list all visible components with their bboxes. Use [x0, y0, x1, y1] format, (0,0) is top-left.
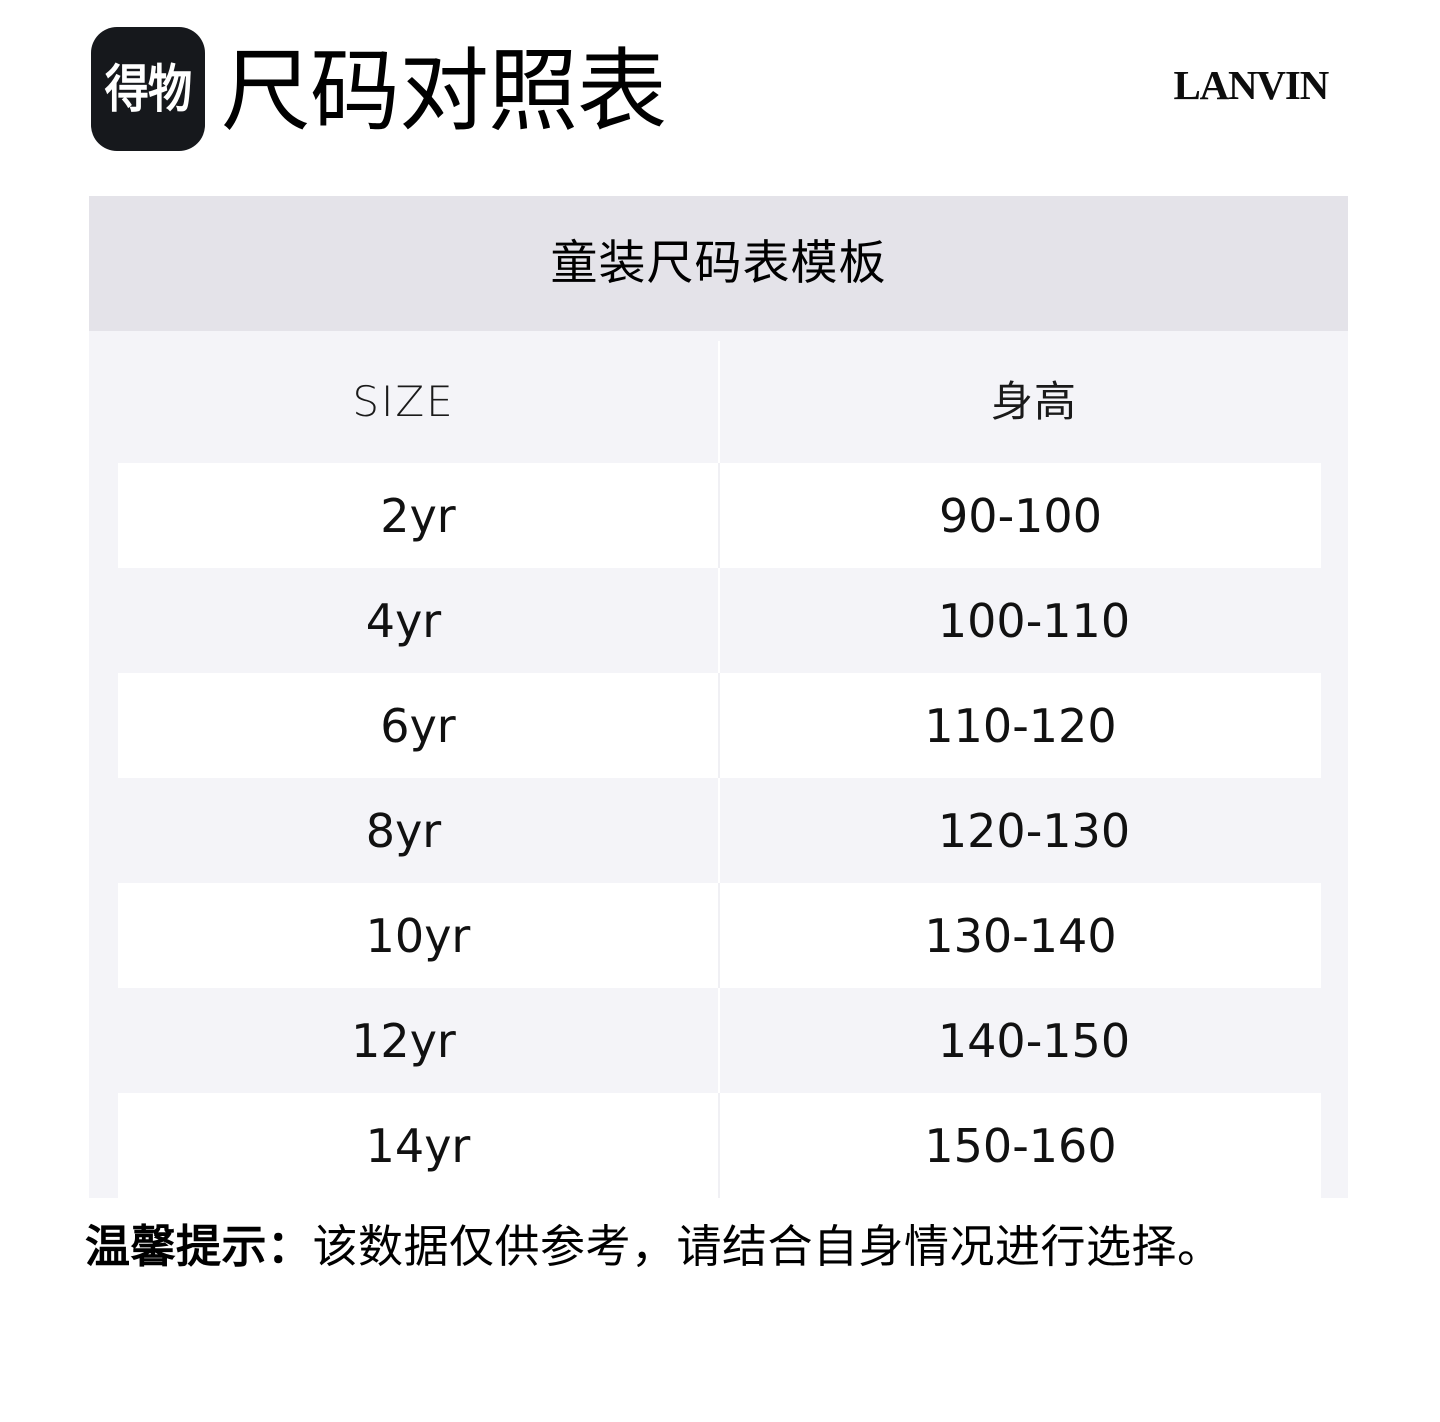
table-title-band: 童装尺码表模板: [89, 196, 1348, 331]
cell-height-text: 100-110: [937, 593, 1131, 648]
cell-size: 10yr: [118, 883, 718, 988]
page-title: 尺码对照表: [221, 39, 667, 144]
cell-size: 14yr: [118, 1093, 718, 1198]
page-header: 得物 尺码对照表 LANVIN: [0, 0, 1440, 188]
table-row: 2yr 90-100: [118, 463, 1321, 568]
cell-size: 12yr: [89, 988, 718, 1093]
table-header-row: SIZE 身高: [89, 341, 1348, 463]
dewu-brand-logo: 得物: [91, 27, 205, 151]
table-row: 10yr 130-140: [118, 883, 1321, 988]
cell-height-text: 130-140: [924, 908, 1117, 963]
size-chart-table: 童装尺码表模板 SIZE 身高 2yr 90-100 4yr: [89, 196, 1348, 1198]
cell-height: 100-110: [718, 568, 1348, 673]
cell-height: 130-140: [718, 883, 1321, 988]
cell-size-text: 2yr: [380, 488, 456, 543]
cell-size-text: 4yr: [365, 593, 442, 648]
cell-size: 6yr: [118, 673, 718, 778]
table-body: SIZE 身高 2yr 90-100 4yr 100-110: [89, 331, 1348, 1198]
column-header-height-label: 身高: [990, 377, 1077, 426]
vendor-logo-lanvin: LANVIN: [1173, 62, 1329, 108]
column-header-height: 身高: [718, 341, 1348, 463]
cell-size-text: 8yr: [365, 803, 442, 858]
cell-height-text: 140-150: [937, 1013, 1131, 1068]
column-header-size: SIZE: [89, 341, 718, 463]
cell-height-text: 150-160: [924, 1118, 1117, 1173]
cell-height-text: 110-120: [924, 698, 1117, 753]
column-header-size-label: SIZE: [352, 377, 455, 426]
dewu-logo-label: 得物: [104, 58, 192, 120]
table-row: 6yr 110-120: [118, 673, 1321, 778]
cell-size: 2yr: [118, 463, 718, 568]
cell-height: 140-150: [718, 988, 1348, 1093]
cell-height: 120-130: [718, 778, 1348, 883]
disclaimer-note: 温馨提示：该数据仅供参考，请结合自身情况进行选择。: [85, 1218, 1365, 1276]
cell-height-text: 120-130: [937, 803, 1131, 858]
cell-size-text: 12yr: [351, 1013, 456, 1068]
cell-height-text: 90-100: [939, 488, 1102, 543]
cell-size: 4yr: [89, 568, 718, 673]
cell-height: 150-160: [718, 1093, 1321, 1198]
table-row: 12yr 140-150: [89, 988, 1348, 1093]
disclaimer-prefix: 温馨提示：: [85, 1220, 313, 1273]
table-row: 14yr 150-160: [118, 1093, 1321, 1198]
cell-size-text: 10yr: [365, 908, 471, 963]
cell-size-text: 6yr: [380, 698, 456, 753]
cell-height: 90-100: [718, 463, 1321, 568]
disclaimer-text: 该数据仅供参考，请结合自身情况进行选择。: [312, 1220, 1223, 1273]
table-row: 4yr 100-110: [89, 568, 1348, 673]
cell-height: 110-120: [718, 673, 1321, 778]
table-title-text: 童装尺码表模板: [550, 235, 887, 291]
table-row: 8yr 120-130: [89, 778, 1348, 883]
cell-size: 8yr: [89, 778, 718, 883]
cell-size-text: 14yr: [365, 1118, 471, 1173]
